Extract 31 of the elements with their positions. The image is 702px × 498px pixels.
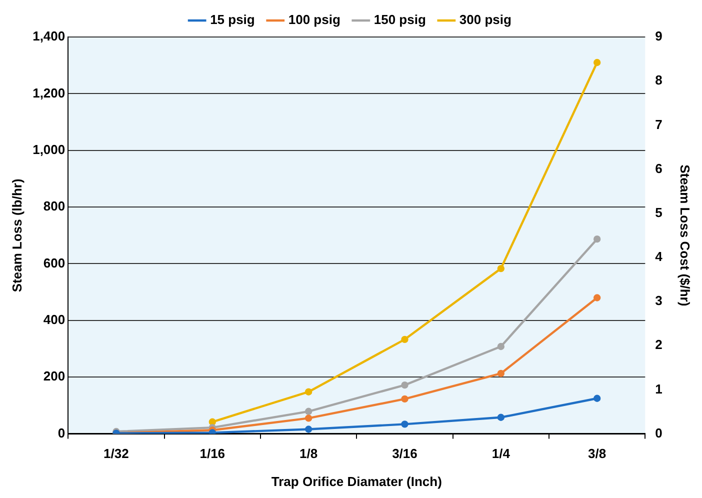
y-tick-label: 1,200 (32, 85, 66, 100)
legend-label: 100 psig (288, 12, 340, 28)
y-tick-label: 200 (43, 368, 66, 384)
y2-tick-label: 2 (655, 337, 662, 352)
x-tick-label: 1/32 (104, 446, 129, 462)
x-tick-label: 3/16 (392, 446, 418, 462)
y2-tick-label: 4 (655, 249, 664, 264)
x-tick-label: 1/4 (492, 446, 511, 462)
y2-tick-label: 0 (655, 425, 662, 440)
x-axis-title: Trap Orifice Diamater (Inch) (271, 474, 442, 489)
x-tick-label: 3/8 (588, 446, 606, 462)
y2-tick-label: 7 (655, 116, 662, 132)
legend-label: 300 psig (459, 12, 512, 28)
legend-label: 15 psig (210, 12, 255, 28)
x-tick-label: 1/8 (300, 446, 318, 462)
y2-tick-label: 6 (655, 160, 662, 176)
y2-tick-label: 1 (655, 381, 662, 396)
y-tick-label: 600 (43, 255, 66, 270)
y-tick-label: 800 (43, 198, 66, 214)
y-tick-label: 400 (43, 312, 66, 328)
y2-tick-label: 3 (655, 293, 662, 308)
x-tick-label: 1/16 (200, 446, 226, 462)
y2-tick-label: 5 (655, 204, 662, 220)
legend-label: 150 psig (374, 12, 426, 28)
y2-axis-title: Steam Loss Cost ($/hr) (678, 164, 693, 306)
y2-tick-label: 8 (655, 72, 662, 88)
y-tick-label: 1,400 (32, 28, 66, 44)
y2-tick-label: 9 (655, 28, 662, 44)
y-axis-title: Steam Loss (lb/hr) (9, 178, 24, 292)
y-tick-label: 1,000 (32, 142, 66, 157)
y-tick-label: 0 (58, 425, 66, 440)
